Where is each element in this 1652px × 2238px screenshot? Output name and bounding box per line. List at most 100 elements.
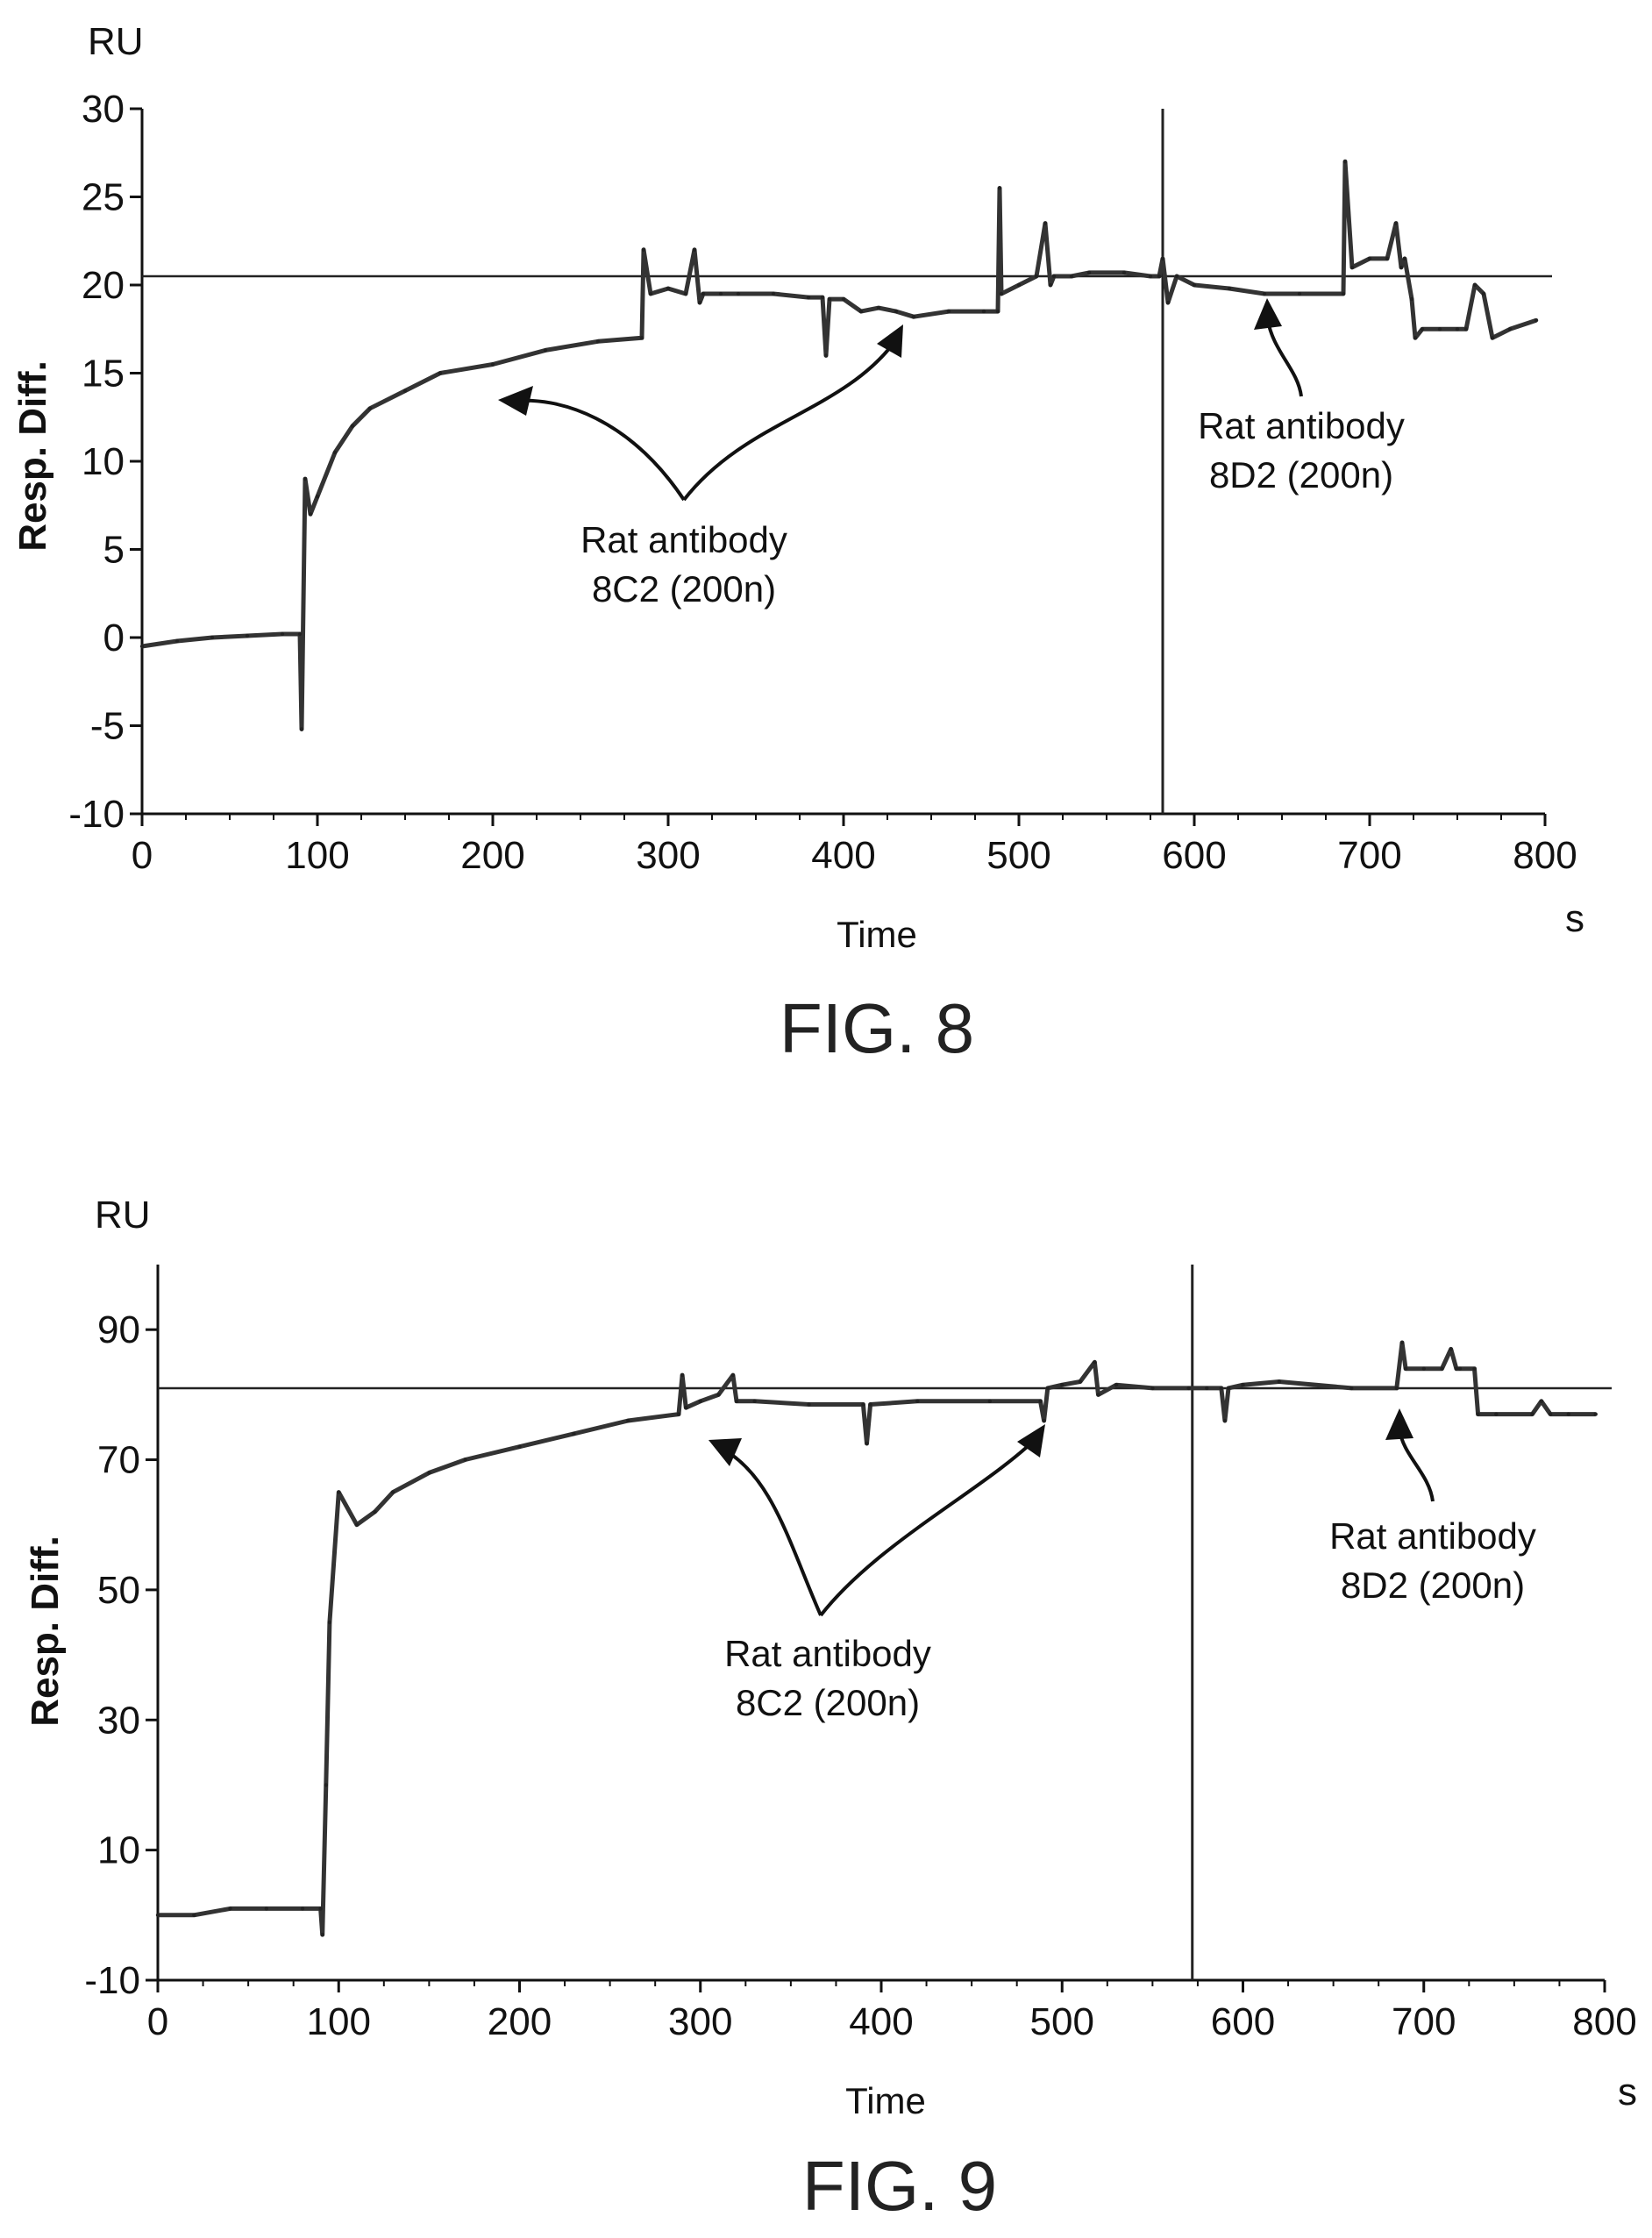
arrowhead-icon	[709, 1438, 742, 1466]
data-point	[1402, 256, 1407, 261]
figure-label: FIG. 8	[780, 989, 974, 1067]
data-point	[1096, 1393, 1100, 1397]
data-point	[1349, 1386, 1354, 1391]
data-point	[1341, 291, 1346, 296]
data-point	[995, 309, 1000, 314]
data-point	[324, 1783, 328, 1787]
data-point	[697, 300, 702, 305]
arrowhead-icon	[1385, 1408, 1413, 1440]
data-point	[858, 309, 864, 314]
data-point	[1494, 1412, 1499, 1416]
data-point	[911, 315, 916, 319]
data-point	[946, 309, 951, 314]
x-tick-label: 700	[1337, 834, 1401, 877]
data-point	[1481, 291, 1486, 296]
chart-fig8: RU Resp. Diff. Time s Rat antibody 8C2 (…	[11, 20, 1584, 1067]
x-tick-label: 100	[307, 2000, 371, 2043]
y-tick-label: 0	[103, 617, 125, 659]
data-point	[1165, 300, 1171, 305]
data-point	[1186, 1386, 1191, 1391]
data-point	[1045, 1386, 1050, 1391]
x-tick-label: 200	[488, 2000, 552, 2043]
data-point	[139, 644, 145, 649]
data-point	[1043, 221, 1048, 225]
y-tick-label: 90	[97, 1308, 140, 1351]
data-point	[303, 476, 308, 481]
data-point	[1114, 1383, 1119, 1387]
x-tick-label: 100	[285, 834, 349, 877]
data-point	[1420, 327, 1425, 331]
data-point	[698, 1399, 702, 1404]
data-point	[427, 1471, 431, 1475]
data-point	[734, 1399, 739, 1404]
data-point	[716, 1393, 721, 1397]
data-point	[354, 1522, 360, 1527]
x-tick-label: 600	[1211, 2000, 1275, 2043]
x-axis-title: Time	[837, 914, 917, 955]
data-point	[676, 1412, 681, 1416]
data-point	[771, 291, 776, 296]
data-point	[730, 1372, 736, 1378]
data-point	[1394, 1386, 1399, 1391]
data-point	[300, 1907, 305, 1911]
data-point	[1548, 1412, 1553, 1416]
data-point	[1277, 1379, 1282, 1384]
data-point	[915, 1399, 920, 1404]
annotation-8c2-line1: Rat antibody	[724, 1633, 931, 1674]
data-point	[299, 727, 304, 731]
data-point	[1507, 327, 1513, 331]
data-point	[1060, 1383, 1065, 1387]
data-point	[1413, 336, 1418, 340]
data-point	[1385, 256, 1390, 261]
x-tick-label: 0	[132, 834, 153, 877]
annotation-8c2-line2: 8C2 (200n)	[736, 1682, 920, 1723]
annotation-8d2-line2: 8D2 (200n)	[1341, 1564, 1525, 1606]
annotation-8d2-line1: Rat antibody	[1329, 1515, 1536, 1557]
data-point	[861, 1402, 865, 1407]
chart-fig9: RU Resp. Diff. Time s Rat antibody 8C2 (…	[24, 1194, 1637, 2225]
data-point	[684, 1406, 688, 1410]
annotation-8c2-line1: Rat antibody	[580, 519, 787, 560]
data-point	[1399, 1340, 1405, 1345]
data-point	[1222, 1418, 1228, 1423]
data-point	[1530, 1412, 1535, 1416]
data-point	[1078, 1379, 1083, 1384]
data-point	[841, 296, 846, 302]
data-point	[1241, 1383, 1245, 1387]
data-point	[1038, 1399, 1043, 1404]
data-point	[1463, 327, 1469, 331]
data-point	[463, 1458, 467, 1462]
data-point	[367, 406, 373, 410]
data-point	[1349, 265, 1355, 270]
x-tick-label: 200	[460, 834, 524, 877]
data-point	[666, 286, 671, 291]
x-tick-label: 700	[1392, 2000, 1456, 2043]
data-point	[192, 1913, 196, 1917]
x-unit-label: s	[1565, 897, 1584, 940]
data-point	[865, 1441, 869, 1446]
data-point	[1472, 282, 1478, 288]
annotation-arrow-8c2-left	[508, 398, 686, 502]
data-point	[373, 1509, 377, 1515]
data-point	[1472, 1366, 1477, 1371]
data-point	[332, 450, 338, 455]
data-point	[1048, 282, 1053, 288]
annotation-arrow-8c2-right	[682, 340, 896, 502]
data-point	[1219, 1386, 1224, 1391]
data-point	[827, 296, 832, 302]
data-point	[1093, 1360, 1097, 1365]
data-point	[876, 305, 881, 310]
x-tick-label: 800	[1572, 2000, 1636, 2043]
data-point	[264, 1907, 268, 1911]
annotation-8c2-line2: 8C2 (200n)	[592, 568, 776, 609]
data-point	[639, 336, 644, 340]
data-point	[718, 291, 723, 296]
data-point	[701, 291, 706, 296]
data-point	[1421, 1366, 1427, 1371]
data-point	[245, 633, 250, 638]
data-point	[692, 247, 697, 252]
data-point	[868, 1402, 872, 1407]
x-tick-label: 500	[1030, 2000, 1094, 2043]
data-point	[823, 353, 829, 358]
